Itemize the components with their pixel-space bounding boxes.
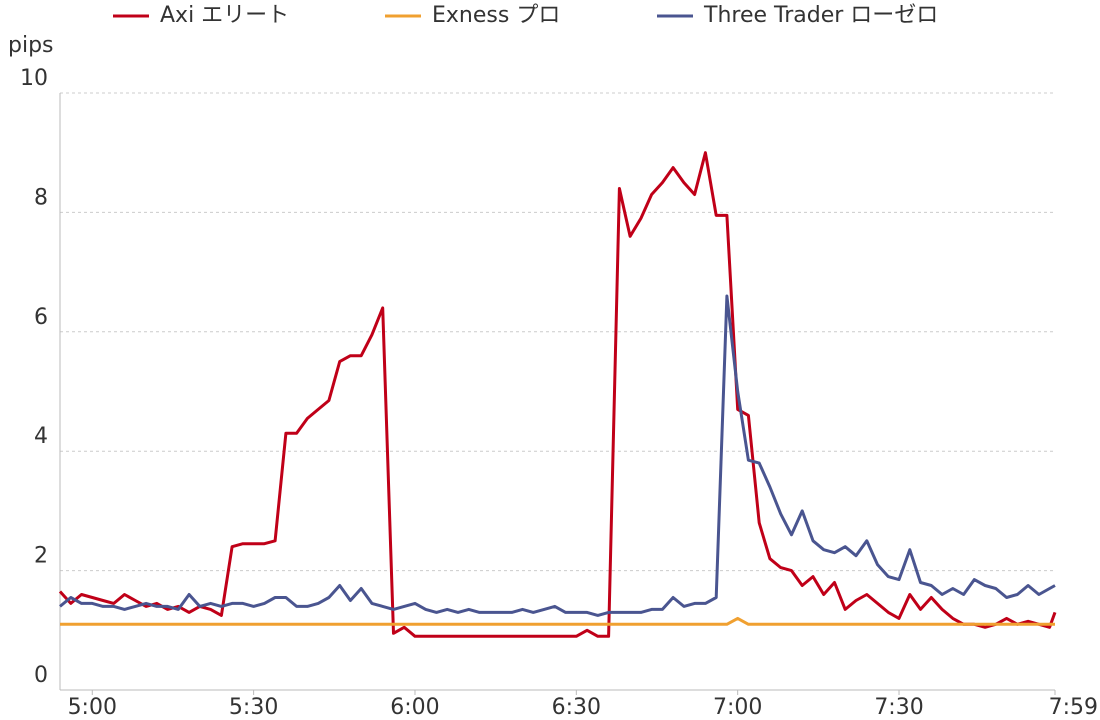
y-tick-label: 4: [34, 424, 48, 449]
y-tick-label: 2: [34, 544, 48, 569]
legend-label: Three Trader ローゼロ: [703, 3, 938, 28]
y-tick-label: 10: [20, 66, 48, 91]
legend-label: Axi エリート: [160, 3, 289, 28]
series-line: [59, 294, 1056, 617]
series-line: [60, 616, 1055, 626]
y-tick-label: 0: [34, 663, 48, 688]
legend-label: Exness プロ: [432, 3, 560, 28]
y-axis-label: pips: [8, 33, 54, 58]
x-tick-label: 7:00: [713, 695, 762, 720]
y-tick-label: 6: [34, 305, 48, 330]
x-tick-label: 5:00: [68, 695, 117, 720]
y-tick-label: 8: [34, 185, 48, 210]
x-tick-label: 5:30: [229, 695, 278, 720]
x-tick-label: 6:00: [390, 695, 439, 720]
x-tick-label: 7:30: [874, 695, 923, 720]
series-line: [58, 151, 1057, 638]
x-tick-label: 6:30: [552, 695, 601, 720]
x-tick-label: 7:59: [1049, 695, 1098, 720]
